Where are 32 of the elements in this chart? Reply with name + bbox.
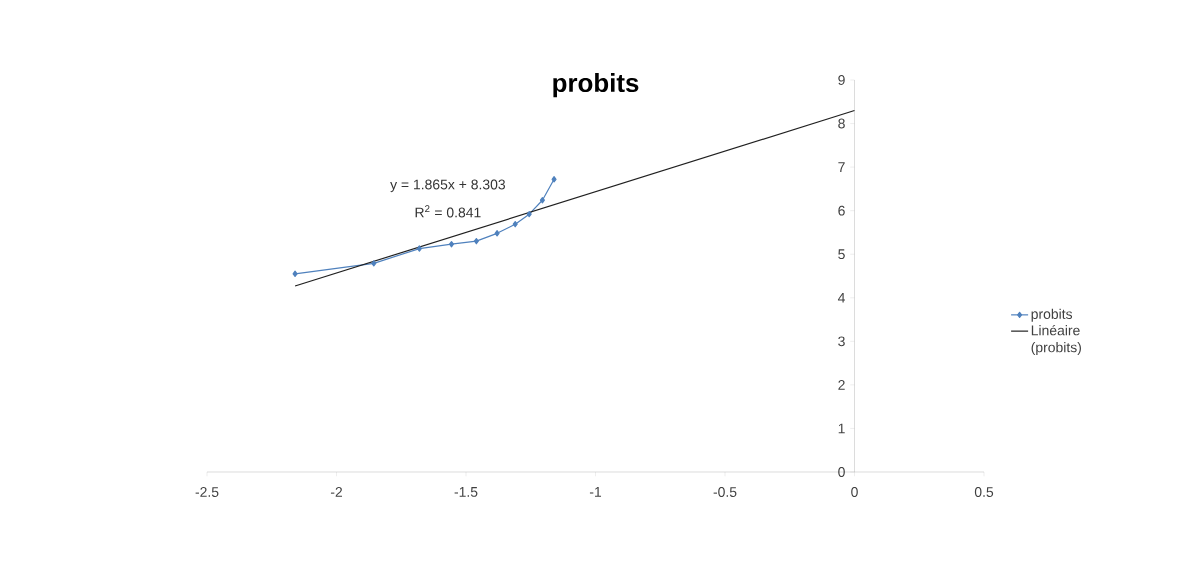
- y-tick-label: 0: [838, 467, 845, 477]
- point: [416, 245, 422, 252]
- x-tick-label: -2: [330, 487, 343, 497]
- x-tick-label: 0.5: [974, 487, 994, 497]
- y-tick-label: 8: [838, 118, 845, 129]
- y-tick-label: 7: [838, 162, 845, 172]
- y-tick-label: 5: [838, 249, 845, 260]
- y-tick-label: 1: [838, 423, 845, 434]
- y-tick-label: 2: [838, 380, 845, 390]
- point: [473, 237, 479, 245]
- point: [551, 176, 557, 183]
- x-tick-label: -2.5: [195, 487, 219, 497]
- point: [526, 210, 532, 218]
- chart-title: probits: [553, 73, 639, 98]
- point: [292, 270, 298, 278]
- point: [448, 241, 455, 248]
- y-tick-label: 4: [837, 292, 845, 303]
- x-tick-label: -1: [589, 487, 602, 497]
- x-tick-label: 0: [851, 487, 858, 497]
- point: [371, 260, 377, 267]
- annotation: y = 1.865x + 8.303: [390, 179, 506, 193]
- y-tick-label: 3: [838, 336, 845, 347]
- legend-label: Linéaire (probits): [1031, 324, 1081, 356]
- annotation: R$^{2}$ = 0.841: [415, 205, 481, 218]
- x-tick-label: -1.5: [454, 487, 478, 497]
- point: [494, 230, 500, 237]
- x-tick-label: -0.5: [713, 487, 737, 497]
- legend-label: probits: [1031, 308, 1073, 322]
- y-tick-label: 9: [838, 75, 845, 85]
- y-tick-label: 6: [838, 205, 845, 216]
- point: [539, 197, 545, 204]
- point: [512, 220, 518, 228]
